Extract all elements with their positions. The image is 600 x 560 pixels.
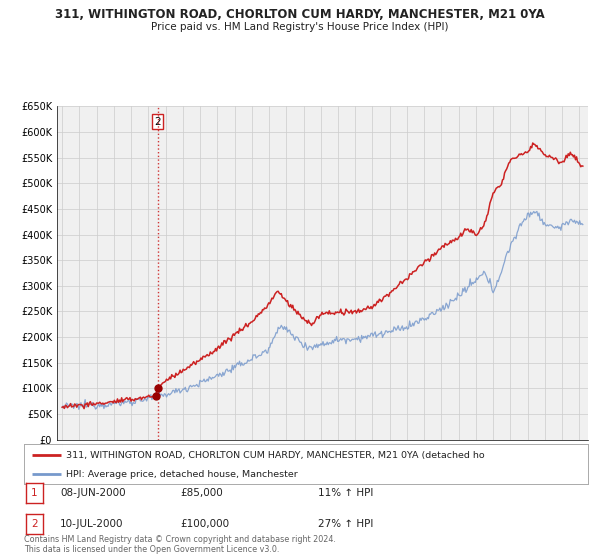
- Text: 311, WITHINGTON ROAD, CHORLTON CUM HARDY, MANCHESTER, M21 0YA (detached ho: 311, WITHINGTON ROAD, CHORLTON CUM HARDY…: [66, 451, 485, 460]
- Text: £85,000: £85,000: [180, 488, 223, 498]
- Text: £100,000: £100,000: [180, 519, 229, 529]
- Text: 10-JUL-2000: 10-JUL-2000: [60, 519, 124, 529]
- Text: 11% ↑ HPI: 11% ↑ HPI: [318, 488, 373, 498]
- Text: 08-JUN-2000: 08-JUN-2000: [60, 488, 125, 498]
- Text: 311, WITHINGTON ROAD, CHORLTON CUM HARDY, MANCHESTER, M21 0YA: 311, WITHINGTON ROAD, CHORLTON CUM HARDY…: [55, 8, 545, 21]
- Text: Price paid vs. HM Land Registry's House Price Index (HPI): Price paid vs. HM Land Registry's House …: [151, 22, 449, 32]
- Text: 27% ↑ HPI: 27% ↑ HPI: [318, 519, 373, 529]
- Text: 2: 2: [31, 519, 38, 529]
- Text: Contains HM Land Registry data © Crown copyright and database right 2024.
This d: Contains HM Land Registry data © Crown c…: [24, 535, 336, 554]
- Text: HPI: Average price, detached house, Manchester: HPI: Average price, detached house, Manc…: [66, 470, 298, 479]
- Text: 2: 2: [154, 117, 161, 127]
- Text: 1: 1: [31, 488, 38, 498]
